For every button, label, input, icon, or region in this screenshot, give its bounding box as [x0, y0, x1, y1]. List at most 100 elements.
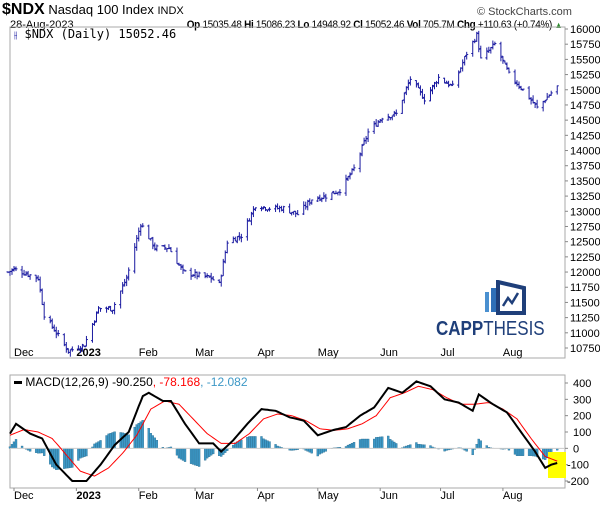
macd-value: -90.250: [112, 375, 153, 389]
histogram-bar: [121, 432, 124, 449]
histogram-bar: [513, 448, 517, 455]
price-panel-frame: [9, 26, 566, 359]
price-ytick-label: 15250: [570, 70, 600, 82]
price-ytick-label: 13250: [570, 191, 600, 203]
price-ytick-label: 15500: [570, 54, 600, 66]
histogram-bar: [409, 444, 412, 449]
histogram-bar: [308, 448, 311, 453]
triangle-up-icon: ▲: [554, 20, 562, 30]
macd-ytick-label: 100: [573, 427, 591, 439]
lo-label: Lo: [297, 19, 309, 31]
histogram-bar: [366, 438, 370, 449]
price-ytick-label: 14500: [570, 115, 600, 127]
signal-value: , -78.168: [152, 375, 201, 389]
histogram-bar: [238, 440, 241, 449]
histogram-bar: [372, 438, 376, 449]
histogram-bar: [149, 433, 152, 449]
histogram-bar: [254, 436, 257, 449]
histogram-bar: [389, 439, 392, 449]
op-value: 15035.48: [202, 19, 242, 31]
histogram-bar: [517, 448, 521, 456]
price-ytick-label: 13750: [570, 161, 600, 173]
histogram-bar: [77, 448, 80, 461]
histogram-bar: [417, 443, 420, 449]
macd-ytick-label: 400: [573, 378, 591, 390]
price-xtick-label: Mar: [195, 347, 214, 359]
cl-value: 15052.46: [364, 19, 404, 31]
price-legend: ⫲ $NDX (Daily) 15052.46: [14, 27, 176, 41]
price-ytick-label: 14250: [570, 130, 600, 142]
op-label: Op: [186, 19, 200, 31]
histogram-bar: [34, 448, 38, 453]
copyright: © StockCharts.com: [477, 6, 572, 18]
macd-ytick-label: 200: [573, 411, 591, 423]
macd-legend: MACD(12,26,9) -90.250, -78.168, -12.082: [14, 375, 248, 389]
price-ytick-label: 14750: [570, 100, 600, 112]
histogram-bar: [387, 435, 390, 449]
histogram-bar: [203, 448, 207, 461]
histogram-bar: [183, 448, 187, 462]
macd-ytick-label: -200: [567, 476, 589, 488]
histogram-bar: [175, 448, 179, 456]
vol-value: 705.7M: [422, 19, 455, 31]
macd-label: MACD(12,26,9): [25, 375, 109, 389]
price-ytick-label: 14000: [570, 146, 600, 158]
cl-label: Cl: [352, 19, 363, 31]
histogram-bar: [212, 448, 215, 455]
macd-ytick-label: 300: [573, 394, 591, 406]
histogram-bar: [179, 448, 183, 460]
histogram-bar: [10, 444, 14, 449]
histogram-bar: [155, 440, 159, 449]
chg-value: +110.63 (+0.74%): [477, 19, 552, 31]
logo-mark: [485, 280, 526, 315]
histogram-bar: [322, 448, 325, 453]
price-xtick-label: Apr: [257, 347, 274, 359]
histogram-bar: [360, 438, 364, 449]
price-ytick-label: 12000: [570, 267, 600, 279]
histogram-bar: [274, 444, 277, 449]
histogram-bar: [527, 448, 531, 456]
price-ytick-label: 11000: [570, 328, 600, 340]
quote-line: Op 15035.48 Hi 15086.23 Lo 14948.92 Cl 1…: [186, 19, 562, 31]
price-ytick-label: 13000: [570, 206, 600, 218]
histogram-bar: [423, 444, 426, 449]
histogram-bar: [252, 436, 255, 449]
histogram-bar: [268, 441, 271, 449]
highlight-box: [548, 452, 566, 478]
macd-xtick-label: Apr: [257, 490, 274, 502]
histogram-bar: [379, 436, 382, 449]
macd-line: [9, 380, 558, 482]
histogram-bar: [197, 448, 201, 467]
logo-text-capp: CAPP: [436, 318, 484, 340]
histogram-bar: [421, 444, 424, 449]
histogram-bar: [348, 443, 352, 449]
histogram-bar: [250, 436, 253, 449]
macd-xtick-label: Feb: [139, 490, 158, 502]
histogram-bar: [260, 436, 263, 449]
histogram-bar: [375, 437, 378, 449]
price-ytick-label: 12750: [570, 221, 600, 233]
histogram-bar: [364, 438, 368, 449]
hi-label: Hi: [243, 19, 254, 31]
histogram-bar: [381, 436, 384, 449]
price-ytick-label: 11750: [570, 282, 600, 294]
macd-xtick-label: 2023: [76, 490, 100, 502]
price-ytick-label: 16000: [570, 24, 600, 36]
price-xtick-label: Feb: [139, 347, 158, 359]
price-ytick-label: 10750: [570, 343, 600, 355]
histogram-bar: [477, 438, 480, 449]
price-ytick-label: 12250: [570, 252, 600, 264]
histogram-bar: [125, 433, 128, 449]
histogram-bar: [189, 448, 193, 464]
histogram-bar: [81, 448, 84, 458]
histogram-bar: [419, 444, 422, 449]
histogram-bar: [310, 448, 313, 454]
price-xtick-label: Jul: [441, 347, 455, 359]
histogram-bar: [99, 440, 102, 449]
histogram-bar: [39, 448, 42, 454]
histogram-bar: [83, 448, 86, 457]
histogram-bar: [515, 448, 519, 456]
histogram-bar: [43, 448, 46, 456]
macd-xtick-label: Jun: [380, 490, 398, 502]
